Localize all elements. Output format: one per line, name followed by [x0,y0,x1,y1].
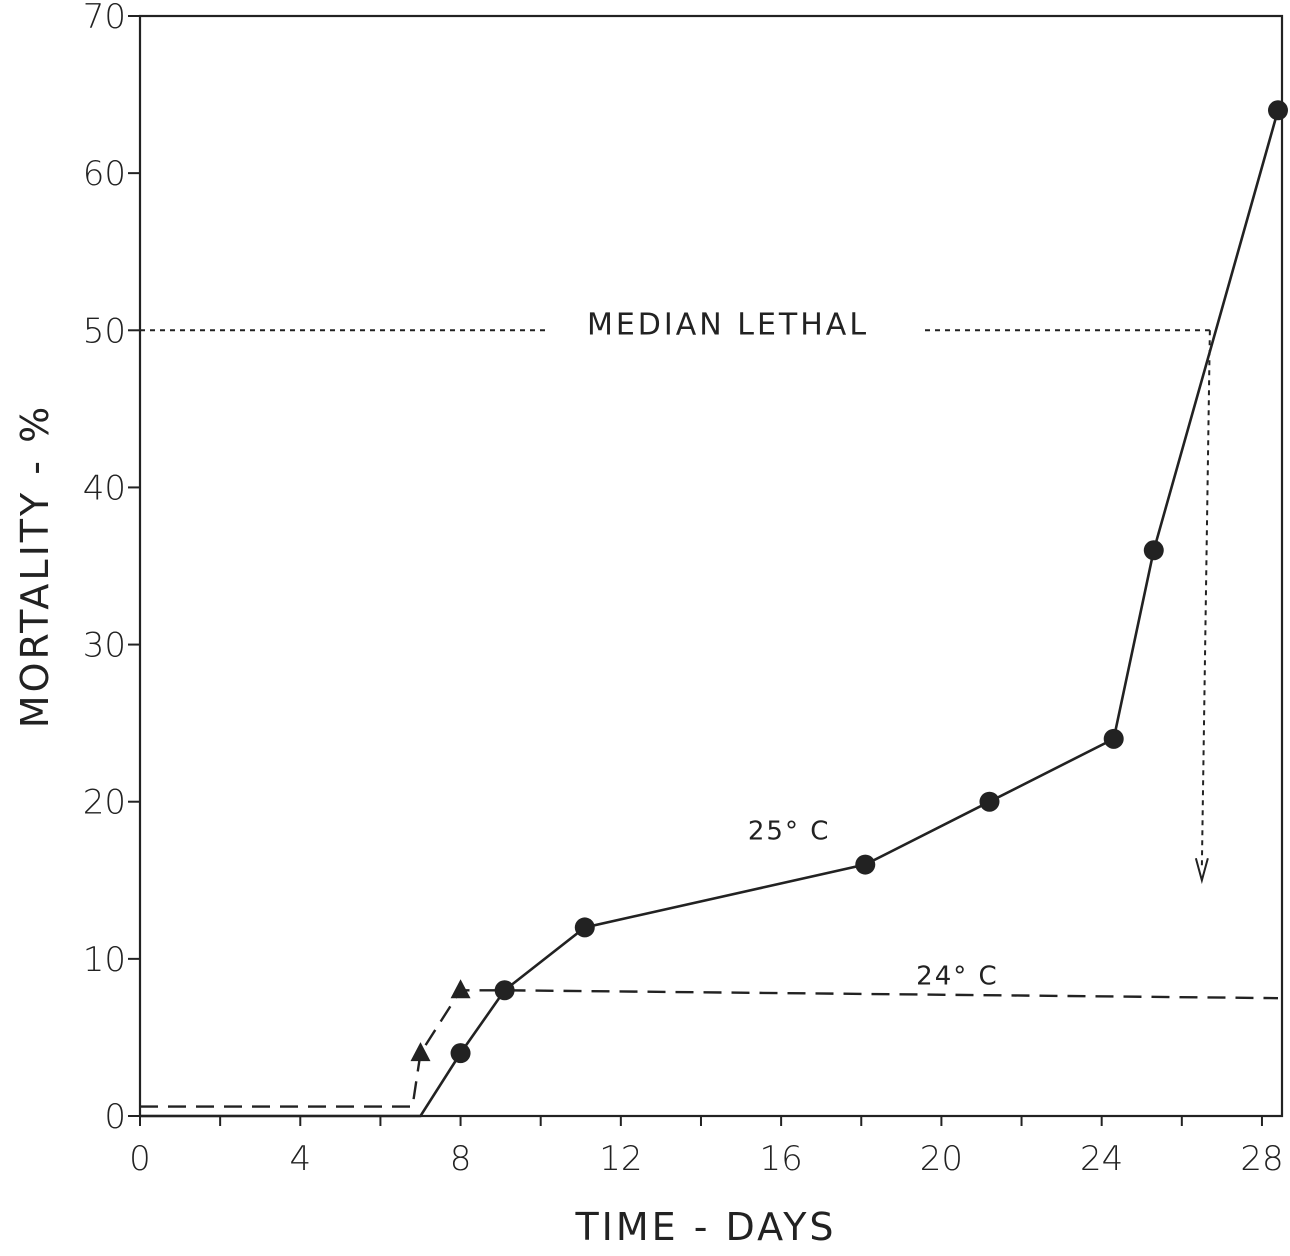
series-25c-line [140,109,1280,1118]
series-24c: 24° C [140,961,1279,1108]
median-lethal-label: MEDIAN LETHAL [587,307,869,342]
y-tick-label: 50 [83,311,126,351]
series-25c-point [1103,728,1124,749]
series-25c-point [979,791,1000,812]
x-tick-label: 20 [920,1139,963,1179]
y-tick-label: 10 [83,940,126,980]
series-25c-point [1143,540,1164,561]
series-24c-line [140,989,1279,1108]
y-axis-ticks: 0 10 20 30 40 50 60 70 [83,0,140,1137]
y-tick-label: 60 [83,154,126,194]
y-axis-title: MORTALITY - % [13,404,57,728]
x-tick-label: 0 [129,1139,151,1179]
x-tick-label: 28 [1240,1139,1283,1179]
series-25c-point [494,980,515,1001]
y-tick-label: 70 [83,0,126,37]
y-tick-label: 20 [83,783,126,823]
x-tick-label: 16 [759,1139,802,1179]
series-24c-point [410,1042,431,1062]
median-arrow-head [1194,858,1209,885]
series-24c-label: 24° C [916,961,999,991]
y-tick-label: 0 [104,1097,126,1137]
median-arrow-line [1200,330,1211,867]
x-axis-ticks: 0 4 8 12 16 20 24 28 [129,1116,1284,1179]
plot-frame [138,14,1284,1118]
series-25c: 25° C [140,100,1288,1118]
x-tick-label: 12 [599,1139,642,1179]
x-tick-label: 8 [450,1139,472,1179]
y-tick-label: 40 [83,468,126,508]
series-24c-point [450,979,471,999]
x-tick-label: 4 [289,1139,311,1179]
series-25c-point [1267,100,1288,121]
series-25c-point [450,1043,471,1064]
series-25c-label: 25° C [748,816,831,846]
median-lethal-annotation: MEDIAN LETHAL [140,307,1211,885]
series-25c-point [574,917,595,938]
y-tick-label: 30 [83,626,126,666]
x-axis-title: TIME - DAYS [574,1205,836,1249]
plot-border [138,14,1284,1118]
x-tick-label: 24 [1080,1139,1123,1179]
series-25c-point [855,854,876,875]
